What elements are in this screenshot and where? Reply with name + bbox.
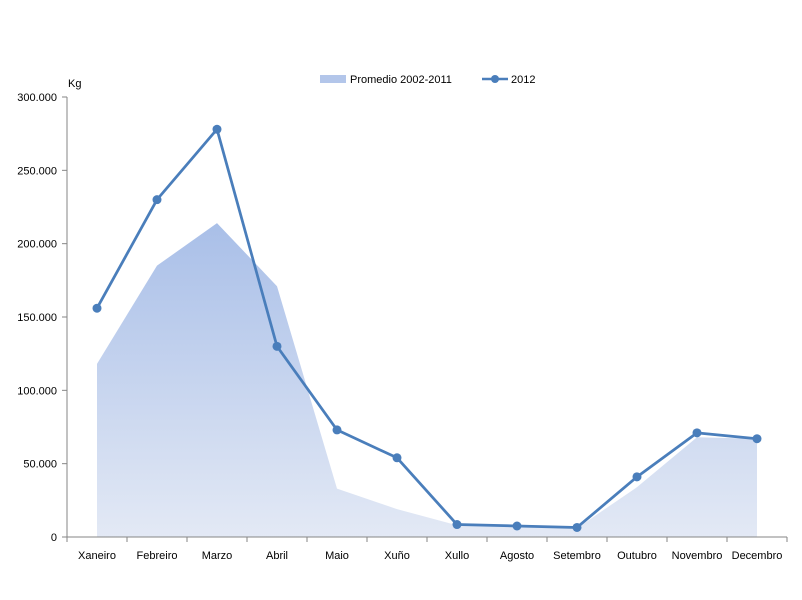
data-point-2012 [392, 453, 402, 463]
legend-label-promedio: Promedio 2002-2011 [350, 74, 452, 86]
y-tick-label: 0 [51, 532, 57, 544]
legend-swatch-promedio [320, 75, 346, 83]
y-tick-label: 150.000 [17, 312, 57, 324]
y-tick-label: 300.000 [17, 92, 57, 104]
x-tick-label: Outubro [617, 550, 657, 562]
y-tick-label: 50.000 [23, 459, 57, 471]
x-tick-label: Marzo [202, 550, 233, 562]
legend-label-2012: 2012 [511, 74, 535, 86]
legend: Promedio 2002-2011 2012 [320, 74, 535, 86]
data-point-2012 [692, 428, 702, 438]
data-point-2012 [572, 522, 582, 532]
data-point-2012 [332, 425, 342, 435]
data-point-2012 [272, 341, 282, 351]
x-tick-label: Decembro [732, 550, 783, 562]
y-tick-label: 250.000 [17, 165, 57, 177]
x-tick-label: Xuño [384, 550, 410, 562]
x-tick-label: Setembro [553, 550, 601, 562]
x-tick-label: Febreiro [137, 550, 178, 562]
data-point-2012 [152, 195, 162, 205]
x-tick-label: Agosto [500, 550, 534, 562]
plot-area: 0 50.000 100.000 150.000 200.000 250.000 300.0… [17, 92, 788, 562]
legend-swatch-2012-marker [491, 75, 499, 83]
x-tick-label: Xaneiro [78, 550, 116, 562]
data-point-2012 [452, 520, 462, 530]
line-series-2012 [95, 127, 758, 529]
data-point-2012 [212, 124, 222, 134]
y-tick-label: 100.000 [17, 385, 57, 397]
x-tick-label: Xullo [445, 550, 469, 562]
data-point-2012 [512, 521, 522, 531]
data-point-2012 [632, 472, 642, 482]
x-tick-label: Maio [325, 550, 349, 562]
area-series-promedio [97, 223, 757, 537]
x-tick-label: Novembro [672, 550, 723, 562]
data-point-2012 [92, 303, 102, 313]
y-axis-unit-label: Kg [68, 78, 81, 90]
data-point-2012 [752, 434, 762, 444]
y-tick-label: 200.000 [17, 239, 57, 251]
x-tick-label: Abril [266, 550, 288, 562]
